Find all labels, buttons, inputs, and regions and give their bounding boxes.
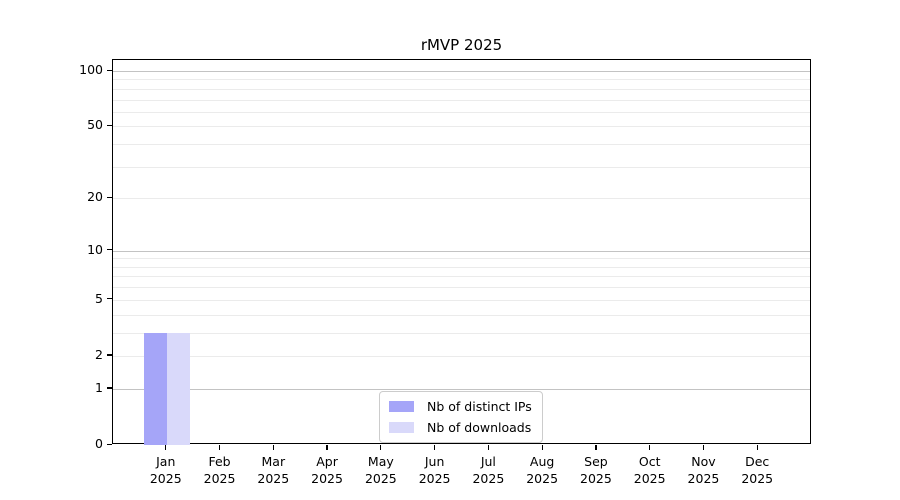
major-gridline [113,250,810,252]
minor-gridline [113,79,810,81]
minor-gridline [113,144,810,146]
minor-gridline [113,332,810,334]
y-tick-label: 10 [87,241,103,257]
x-tick-label: Jul 2025 [472,454,505,486]
plot-area: Nb of distinct IPs Nb of downloads [112,59,811,445]
y-tick-label: 0 [95,436,103,451]
y-tick-label: 20 [87,189,103,205]
y-axis-tick [107,443,112,445]
legend-label: Nb of downloads [427,420,532,435]
x-axis-tick [218,445,221,450]
minor-gridline [113,258,810,260]
x-axis-tick [380,445,382,450]
legend-swatch [389,401,414,412]
x-axis-tick [487,445,489,450]
legend-label: Nb of distinct IPs [427,399,532,414]
x-axis-tick [272,445,274,450]
minor-gridline [113,355,810,357]
y-axis-tick [107,298,112,300]
minor-gridline [113,88,810,90]
legend-entry: Nb of distinct IPs [389,398,532,415]
y-tick-label: 50 [87,117,103,133]
x-axis-tick [702,445,705,450]
major-gridline [113,71,810,72]
y-tick-label: 1 [95,379,103,395]
minor-gridline [113,276,810,278]
chart-title: rMVP 2025 [420,36,503,54]
minor-gridline [113,99,810,101]
minor-gridline [113,166,810,168]
minor-gridline [113,299,810,301]
x-axis-tick [434,445,436,450]
y-axis-tick [107,249,112,251]
minor-gridline [113,287,810,289]
x-tick-label: Apr 2025 [311,454,343,486]
minor-gridline [113,314,810,316]
x-axis-tick [541,445,543,450]
x-tick-label: May 2025 [364,454,397,486]
major-gridline [113,388,810,390]
minor-gridline [113,266,810,268]
legend-swatch [389,422,414,433]
bar-downloads [166,332,190,445]
x-tick-label: Mar 2025 [257,454,290,486]
x-tick-label: Feb 2025 [203,454,236,486]
x-axis-tick [756,445,758,450]
x-axis-tick [595,445,597,450]
y-tick-label: 100 [79,62,103,77]
x-tick-label: Jun 2025 [418,454,451,486]
legend-entry: Nb of downloads [389,419,532,436]
y-tick-label: 2 [95,346,103,362]
y-axis-tick [107,354,112,356]
x-tick-label: Aug 2025 [526,454,559,486]
x-tick-label: Sep 2025 [580,454,612,486]
x-tick-label: Jan 2025 [149,454,182,486]
x-tick-label: Nov 2025 [687,454,720,486]
minor-gridline [113,126,810,128]
minor-gridline [113,111,810,113]
x-axis-tick [165,445,167,450]
x-tick-label: Dec 2025 [741,454,774,486]
bar-distinct-ips [143,332,167,445]
y-axis-tick [107,196,112,198]
y-tick-label: 5 [95,290,103,306]
x-axis-tick [326,445,328,450]
chart-legend: Nb of distinct IPs Nb of downloads [379,391,543,443]
y-axis-tick [107,124,112,127]
y-axis-tick [107,387,112,389]
y-axis-tick [107,69,112,71]
minor-gridline [113,198,810,200]
x-axis-tick [649,445,651,450]
x-tick-label: Oct 2025 [633,454,666,486]
